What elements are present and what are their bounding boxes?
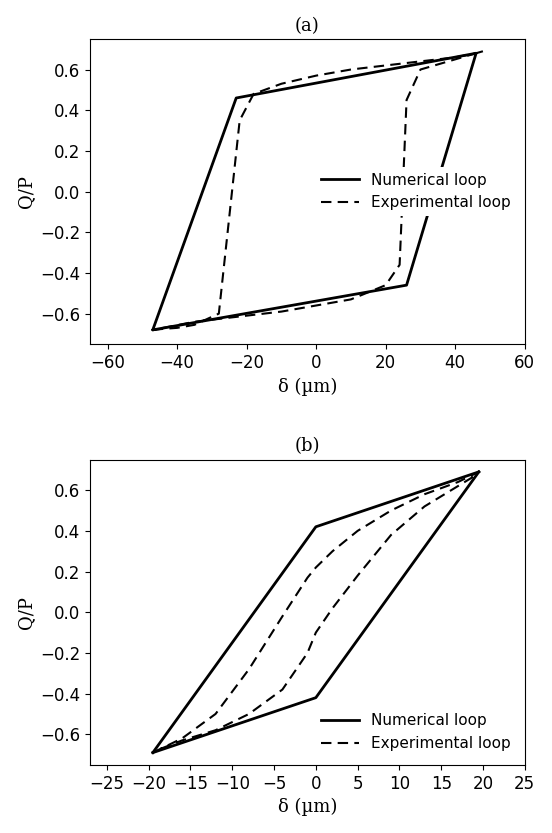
Legend: Numerical loop, Experimental loop: Numerical loop, Experimental loop (315, 707, 517, 757)
Y-axis label: Q/P: Q/P (17, 175, 35, 208)
Title: (b): (b) (295, 437, 320, 456)
X-axis label: δ (µm): δ (µm) (278, 798, 337, 816)
X-axis label: δ (µm): δ (µm) (278, 377, 337, 396)
Title: (a): (a) (295, 17, 320, 35)
Legend: Numerical loop, Experimental loop: Numerical loop, Experimental loop (315, 167, 517, 217)
Y-axis label: Q/P: Q/P (17, 596, 35, 629)
